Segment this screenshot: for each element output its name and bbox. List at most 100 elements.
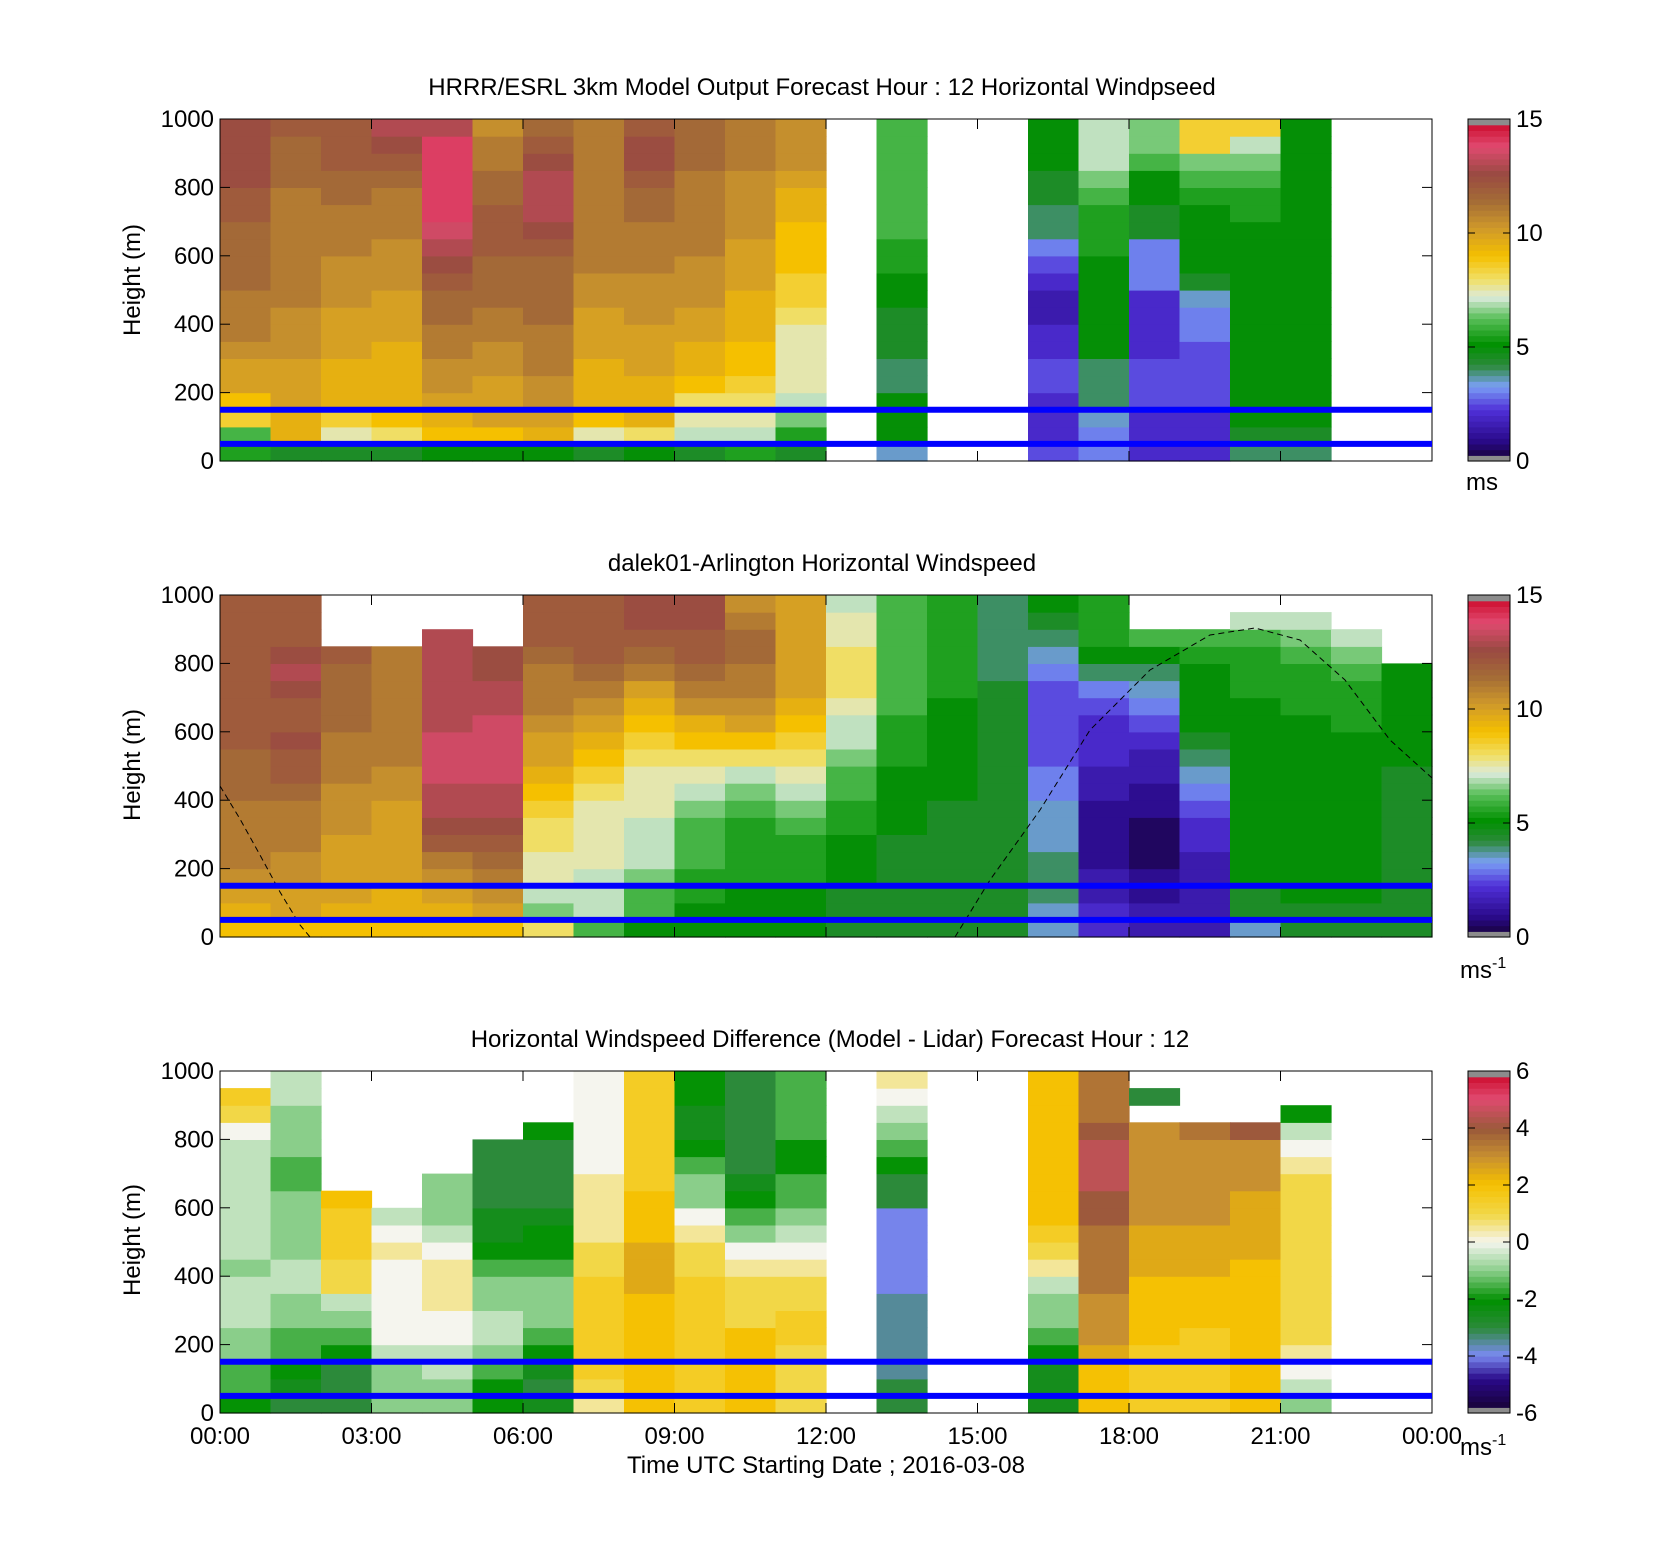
heatmap-cell [624,221,676,240]
heatmap-cell [1078,612,1130,630]
heatmap-cell [1179,272,1231,291]
heatmap-cell [624,663,676,682]
heatmap-cell [725,851,777,870]
heatmap-cell [1280,1173,1332,1192]
heatmap-cell [422,375,474,394]
heatmap-cell [876,902,928,921]
heatmap-cell [1078,238,1130,257]
heatmap-cell [523,1173,575,1192]
heatmap-cell [371,800,423,818]
x-tick-label: 06:00 [493,1423,553,1450]
heatmap-cell [1078,1259,1130,1277]
colorbar-segment [1468,1259,1510,1266]
colorbar-segment [1468,261,1510,268]
heatmap-cell [270,783,322,801]
colorbar-unit: ms-1 [1460,955,1506,984]
heatmap-cell [1280,1378,1332,1397]
heatmap-cell [472,663,524,682]
heatmap-cell [1129,1395,1181,1414]
heatmap-cell [977,680,1029,699]
heatmap-cell [220,1156,272,1175]
heatmap-cell [523,1361,575,1380]
heatmap-cell [725,272,777,291]
heatmap-cell [321,1259,373,1277]
heatmap-cell [674,290,726,308]
heatmap-cell [573,170,625,188]
heatmap-cell [472,868,524,887]
heatmap-cell [725,426,777,445]
heatmap-cell [876,1293,928,1311]
heatmap-cell [725,1242,777,1260]
heatmap-cell [1028,817,1080,835]
heatmap-cell [472,341,524,359]
heatmap-cell [674,1173,726,1192]
colorbar-segment [1468,629,1510,636]
heatmap-cell [725,1071,777,1089]
heatmap-cell [472,1207,524,1226]
heatmap-cell [220,817,272,835]
heatmap-cell [1280,409,1332,428]
heatmap-cell [422,1327,474,1346]
heatmap-cell [1028,1395,1080,1414]
heatmap-cell [1078,443,1130,462]
x-tick-label: 09:00 [644,1423,704,1450]
heatmap-cell [270,680,322,699]
colorbar-segment [1468,421,1510,428]
heatmap-cell [876,204,928,223]
heatmap-cell [775,290,827,308]
colorbar-segment [1468,720,1510,727]
heatmap-cell [1129,307,1181,325]
heatmap-cell [725,748,777,767]
heatmap-cell [1129,119,1181,137]
heatmap-cell [624,714,676,733]
heatmap-cell [1230,409,1282,428]
heatmap-cell [573,358,625,377]
heatmap-cell [1129,1344,1181,1363]
colorbar-segment [1468,158,1510,166]
heatmap-cell [624,307,676,325]
heatmap-cell [674,646,726,664]
heatmap-cell [472,324,524,342]
heatmap-cell [725,783,777,801]
heatmap-cell [1179,375,1231,394]
heatmap-cell [674,748,726,767]
colorbar-frame [1467,594,1511,938]
colorbar-segment [1468,669,1510,676]
heatmap-cell [1280,1327,1332,1346]
heatmap-cell [1230,731,1282,750]
heatmap-cell [472,1190,524,1209]
heatmap-cell [725,341,777,359]
heatmap-cell [1078,1395,1130,1414]
heatmap-cell [1129,919,1181,938]
heatmap-cell [1179,238,1231,257]
y-axis-label: Height (m) [119,709,146,821]
heatmap-cell [775,1259,827,1277]
heatmap-cell [826,885,878,904]
heatmap-cell [220,1224,272,1243]
heatmap-cell [1230,426,1282,445]
heatmap-cell [371,851,423,870]
heatmap-cell [472,443,524,462]
heatmap-cell [775,392,827,411]
colorbar-segment [1468,840,1510,847]
heatmap-cell [422,1207,474,1226]
heatmap-cell [1129,800,1181,818]
heatmap-cell [270,341,322,359]
heatmap-cell [725,443,777,462]
heatmap-cell [1129,375,1181,394]
heatmap-cell [1230,783,1282,801]
y-axis-label: Height (m) [119,1184,146,1296]
colorbar-segment [1468,623,1510,630]
heatmap-cell [270,1156,322,1175]
heatmap-cell [523,1207,575,1226]
heatmap-cell [1179,153,1231,171]
colorbar-segment [1468,783,1510,790]
heatmap-cell [876,1088,928,1106]
heatmap-cell [270,1344,322,1363]
heatmap-cell [422,170,474,188]
heatmap-cell [674,851,726,870]
heatmap-cell [1028,375,1080,394]
heatmap-cell [472,748,524,767]
heatmap-cell [1280,919,1332,938]
heatmap-cell [573,1207,625,1226]
